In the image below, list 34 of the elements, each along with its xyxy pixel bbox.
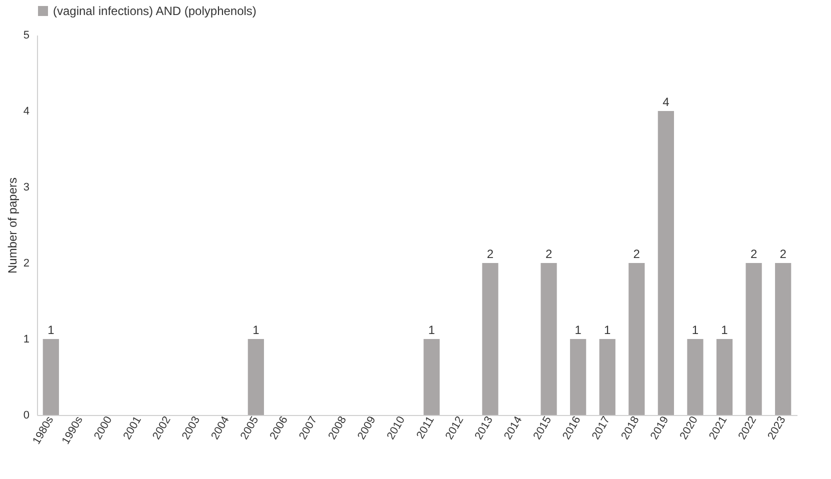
bar bbox=[746, 263, 762, 415]
data-label: 1 bbox=[428, 323, 436, 337]
bar bbox=[42, 339, 59, 415]
y-tick-label: 1 bbox=[23, 334, 30, 346]
data-label: 2 bbox=[750, 247, 758, 261]
y-tick-label: 2 bbox=[23, 258, 30, 270]
bar bbox=[570, 339, 586, 415]
y-axis-title: Number of papers bbox=[5, 177, 20, 274]
data-label: 1 bbox=[604, 323, 612, 337]
y-tick-label: 5 bbox=[23, 30, 30, 42]
legend-label: (vaginal infections) AND (polyphenols) bbox=[53, 4, 256, 18]
bar bbox=[658, 111, 674, 415]
bar bbox=[248, 339, 264, 415]
data-label: 2 bbox=[486, 247, 494, 261]
bar bbox=[716, 339, 733, 415]
data-label: 2 bbox=[545, 247, 552, 261]
y-tick-label: 0 bbox=[23, 410, 30, 422]
y-tick-label: 3 bbox=[23, 182, 30, 194]
bar bbox=[599, 339, 616, 415]
bar bbox=[424, 339, 440, 415]
y-tick-label: 4 bbox=[23, 106, 30, 118]
data-label: 1 bbox=[721, 323, 728, 337]
data-label: 4 bbox=[662, 95, 670, 109]
bar bbox=[775, 263, 792, 415]
data-label: 1 bbox=[692, 323, 699, 337]
data-label: 1 bbox=[252, 323, 260, 337]
data-label: 1 bbox=[574, 323, 582, 337]
bar bbox=[628, 263, 645, 415]
bar bbox=[482, 263, 498, 415]
data-label: 1 bbox=[48, 323, 55, 337]
data-label: 2 bbox=[780, 247, 787, 261]
bar bbox=[687, 339, 704, 415]
bar bbox=[540, 263, 557, 415]
data-label: 2 bbox=[633, 247, 640, 261]
